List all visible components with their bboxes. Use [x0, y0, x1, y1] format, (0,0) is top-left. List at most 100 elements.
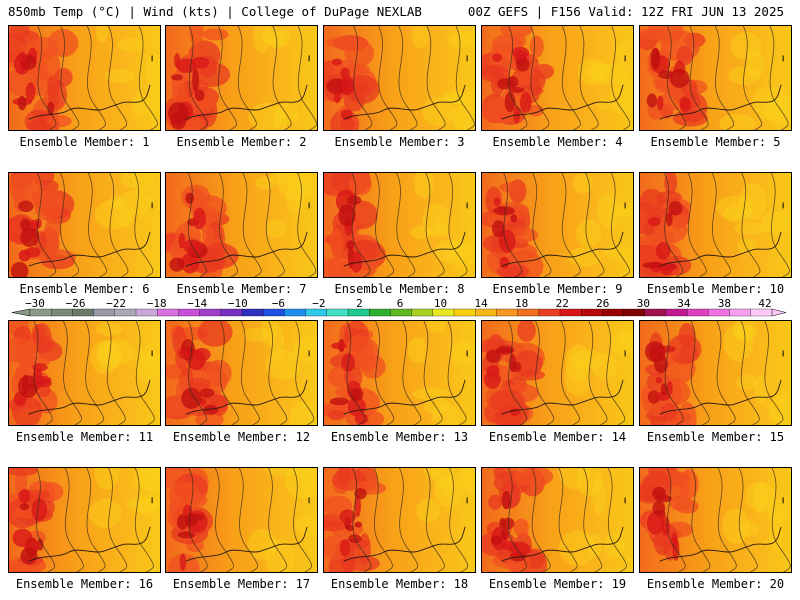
- ensemble-member-label: Ensemble Member: 1: [19, 135, 150, 149]
- colorbar-segment: [475, 308, 497, 317]
- colorbar-segment: [581, 308, 603, 317]
- ensemble-member-label: Ensemble Member: 5: [650, 135, 781, 149]
- colorbar-segment: [284, 308, 307, 317]
- ensemble-member-label: Ensemble Member: 12: [172, 430, 311, 444]
- colorbar-segment: [114, 308, 137, 317]
- colorbar-segment: [305, 308, 328, 317]
- colorbar-segment: [326, 308, 349, 317]
- ensemble-member-panel: [481, 320, 634, 426]
- ensemble-member-label: Ensemble Member: 13: [330, 430, 469, 444]
- ensemble-member-panel: [323, 320, 476, 426]
- ensemble-member-label: Ensemble Member: 18: [330, 577, 469, 591]
- colorbar-segment: [687, 308, 709, 317]
- colorbar-segment: [729, 308, 752, 317]
- colorbar-tick-label: 30: [636, 297, 650, 310]
- ensemble-member-label: Ensemble Member: 11: [15, 430, 154, 444]
- colorbar-tick-label: −2: [312, 297, 326, 310]
- ensemble-member-label: Ensemble Member: 6: [19, 282, 150, 296]
- colorbar-segment: [665, 308, 688, 317]
- colorbar-tick-label: −14: [187, 297, 208, 310]
- ensemble-member-label: Ensemble Member: 3: [334, 135, 465, 149]
- ensemble-member-panel: [165, 25, 318, 131]
- ensemble-member-label: Ensemble Member: 20: [646, 577, 785, 591]
- colorbar-segment: [602, 308, 625, 317]
- ensemble-member-panel: [481, 172, 634, 278]
- colorbar-segment: [432, 308, 455, 317]
- ensemble-member-panel: [323, 25, 476, 131]
- ensemble-member-label: Ensemble Member: 4: [492, 135, 623, 149]
- ensemble-member-label: Ensemble Member: 16: [15, 577, 154, 591]
- colorbar-segment: [72, 308, 95, 317]
- colorbar-segment: [347, 308, 370, 317]
- colorbar-tick-label: 38: [717, 297, 732, 310]
- ensemble-member-panel: [8, 172, 161, 278]
- temperature-map: [482, 173, 633, 277]
- colorbar-segment: [241, 308, 264, 317]
- temperature-map: [482, 321, 633, 425]
- temperature-colorbar: [11, 308, 787, 317]
- colorbar-segment: [220, 308, 243, 317]
- ensemble-member-panel: [639, 172, 792, 278]
- colorbar-tick-label: 18: [515, 297, 529, 310]
- temperature-map: [9, 26, 160, 130]
- colorbar-segment: [708, 308, 731, 317]
- colorbar-segment: [263, 308, 285, 317]
- colorbar-right-arrow: [771, 308, 787, 317]
- colorbar-tick-label: −22: [106, 297, 127, 310]
- colorbar-segment: [644, 308, 667, 317]
- colorbar-segment: [623, 308, 646, 317]
- colorbar-tick-label: 14: [474, 297, 488, 310]
- colorbar-tick-label: 2: [356, 297, 363, 310]
- temperature-map: [640, 321, 791, 425]
- temperature-map: [640, 26, 791, 130]
- temperature-map: [9, 173, 160, 277]
- ensemble-member-panel: [639, 320, 792, 426]
- ensemble-member-panel: [323, 172, 476, 278]
- ensemble-member-label: Ensemble Member: 10: [646, 282, 785, 296]
- temperature-map: [482, 26, 633, 130]
- colorbar-tick-label: −26: [65, 297, 86, 310]
- colorbar-segment: [29, 308, 52, 317]
- ensemble-member-panel: [481, 467, 634, 573]
- temperature-map: [9, 321, 160, 425]
- ensemble-member-panel: [639, 25, 792, 131]
- ensemble-member-panel: [165, 467, 318, 573]
- colorbar-segment: [411, 308, 434, 317]
- ensemble-member-panel: [323, 467, 476, 573]
- temperature-map: [9, 468, 160, 572]
- temperature-map: [324, 468, 475, 572]
- ensemble-member-label: Ensemble Member: 2: [176, 135, 307, 149]
- colorbar-segment: [51, 308, 73, 317]
- temperature-map: [166, 321, 317, 425]
- ensemble-member-panel: [8, 467, 161, 573]
- colorbar-tick-label: 22: [555, 297, 569, 310]
- colorbar-segment: [390, 308, 413, 317]
- temperature-map: [324, 26, 475, 130]
- temperature-map: [324, 321, 475, 425]
- ensemble-member-panel: [8, 320, 161, 426]
- temperature-map: [324, 173, 475, 277]
- ensemble-member-panel: [481, 25, 634, 131]
- colorbar-tick-label: 42: [758, 297, 772, 310]
- colorbar-tick-label: −30: [25, 297, 45, 310]
- colorbar-segment: [538, 308, 561, 317]
- colorbar-segment: [517, 308, 540, 317]
- colorbar-segment: [369, 308, 391, 317]
- colorbar-segment: [750, 308, 773, 317]
- header-right-title: 00Z GEFS | F156 Valid: 12Z FRI JUN 13 20…: [467, 4, 784, 19]
- colorbar-segment: [178, 308, 201, 317]
- colorbar-tick-label: −6: [271, 297, 285, 310]
- ensemble-member-label: Ensemble Member: 17: [172, 577, 311, 591]
- ensemble-member-panel: [165, 172, 318, 278]
- temperature-map: [640, 173, 791, 277]
- ensemble-member-label: Ensemble Member: 8: [334, 282, 465, 296]
- colorbar-segment: [93, 308, 116, 317]
- ensemble-member-label: Ensemble Member: 15: [646, 430, 785, 444]
- colorbar-tick-label: 34: [677, 297, 691, 310]
- header-left-title: 850mb Temp (°C) | Wind (kts) | College o…: [8, 4, 422, 19]
- ensemble-member-label: Ensemble Member: 9: [492, 282, 623, 296]
- ensemble-member-panel: [8, 25, 161, 131]
- colorbar-tick-label: −10: [227, 297, 248, 310]
- ensemble-member-panel: [639, 467, 792, 573]
- ensemble-member-panel: [165, 320, 318, 426]
